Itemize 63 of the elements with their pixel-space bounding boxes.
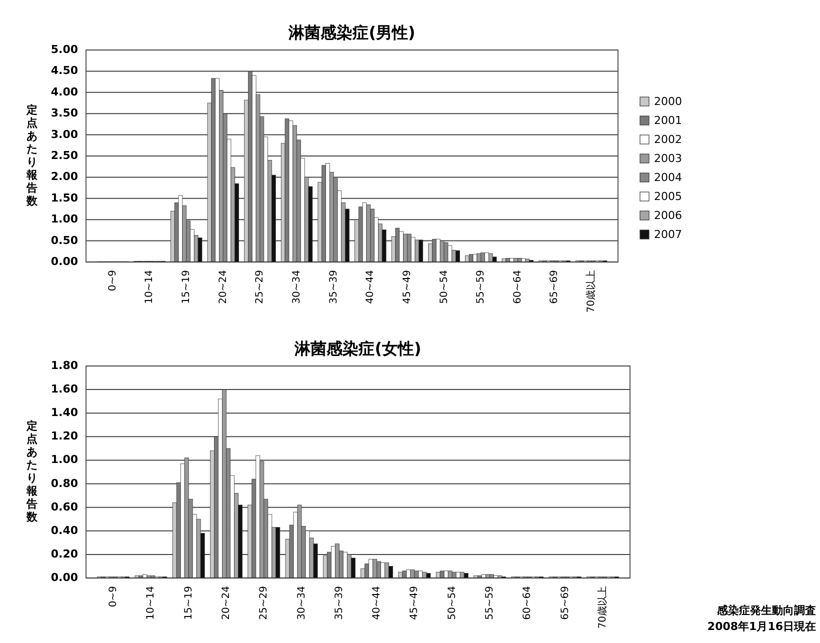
x-tick-label: 40~44 bbox=[365, 270, 376, 304]
x-tick-label: 0~9 bbox=[107, 270, 118, 292]
y-tick-label: 2.00 bbox=[50, 170, 78, 184]
x-tick-label: 30~34 bbox=[296, 586, 308, 620]
y-tick-label: 1.40 bbox=[50, 406, 78, 420]
y-tick-label: 1.00 bbox=[50, 212, 78, 226]
x-tick-label: 65~69 bbox=[560, 586, 571, 620]
y-tick-label: 0.40 bbox=[50, 524, 78, 537]
legend-label: 2007 bbox=[654, 228, 682, 242]
y-tick-label: 2.50 bbox=[50, 149, 78, 162]
x-tick-label: 35~39 bbox=[334, 586, 345, 620]
legend-label: 2005 bbox=[654, 190, 682, 204]
chart-title: 淋菌感染症(男性) bbox=[288, 23, 416, 42]
legend-label: 2004 bbox=[654, 171, 682, 184]
legend-label: 2003 bbox=[654, 152, 682, 166]
y-tick-label: 0.50 bbox=[50, 234, 78, 247]
y-axis-title: 定点あたり報告数 bbox=[26, 104, 38, 208]
x-tick-label: 35~39 bbox=[328, 270, 340, 304]
x-tick-label: 55~59 bbox=[484, 586, 496, 620]
y-tick-label: 3.50 bbox=[50, 106, 78, 120]
x-tick-label: 55~59 bbox=[476, 270, 487, 304]
y-tick-label: 0.00 bbox=[50, 571, 78, 584]
y-tick-label: 1.60 bbox=[50, 382, 78, 396]
x-tick-label: 45~49 bbox=[402, 270, 413, 304]
text: 感染症発生動向調査 bbox=[716, 604, 816, 617]
y-tick-label: 1.50 bbox=[50, 191, 78, 204]
y-tick-label: 0.80 bbox=[50, 476, 78, 490]
legend-label: 2002 bbox=[654, 133, 682, 146]
y-tick-label: 5.00 bbox=[50, 43, 78, 56]
x-tick-label: 0~9 bbox=[108, 586, 120, 608]
x-tick-label: 30~34 bbox=[292, 270, 303, 304]
x-tick-label: 15~19 bbox=[183, 586, 194, 620]
y-tick-label: 4.00 bbox=[50, 85, 78, 98]
x-tick-label: 10~14 bbox=[146, 586, 157, 620]
y-tick-label: 0.60 bbox=[50, 500, 78, 514]
x-tick-label: 10~14 bbox=[144, 270, 156, 304]
y-tick-label: 1.00 bbox=[50, 453, 78, 466]
y-tick-label: 4.50 bbox=[50, 64, 78, 78]
y-tick-label: 0.00 bbox=[50, 255, 78, 268]
x-tick-label: 50~54 bbox=[438, 270, 450, 304]
text: 2008年1月16日現在 bbox=[707, 620, 816, 633]
legend-label: 2006 bbox=[654, 209, 682, 222]
x-tick-label: 60~64 bbox=[512, 270, 524, 304]
chart-title: 淋菌感染症(女性) bbox=[294, 339, 422, 358]
x-tick-label: 65~69 bbox=[549, 270, 560, 304]
x-tick-label: 50~54 bbox=[446, 586, 458, 620]
x-tick-label: 15~19 bbox=[181, 270, 192, 304]
y-tick-label: 3.00 bbox=[50, 128, 78, 141]
x-tick-label: 25~29 bbox=[258, 586, 270, 620]
x-tick-label: 20~24 bbox=[220, 586, 232, 620]
legend-label: 2001 bbox=[654, 114, 682, 128]
y-tick-label: 0.20 bbox=[50, 547, 78, 560]
x-tick-label: 40~44 bbox=[372, 586, 383, 620]
x-tick-label: 25~29 bbox=[254, 270, 266, 304]
x-tick-label: 70歳以上 bbox=[585, 270, 598, 313]
y-axis-title: 定点あたり報告数 bbox=[26, 420, 38, 524]
y-tick-label: 1.80 bbox=[50, 359, 78, 372]
y-tick-label: 1.20 bbox=[50, 430, 78, 443]
x-tick-label: 45~49 bbox=[409, 586, 420, 620]
x-tick-label: 70歳以上 bbox=[596, 586, 608, 629]
x-tick-label: 20~24 bbox=[218, 270, 229, 304]
legend-label: 2000 bbox=[654, 95, 682, 108]
x-tick-label: 60~64 bbox=[522, 586, 534, 620]
